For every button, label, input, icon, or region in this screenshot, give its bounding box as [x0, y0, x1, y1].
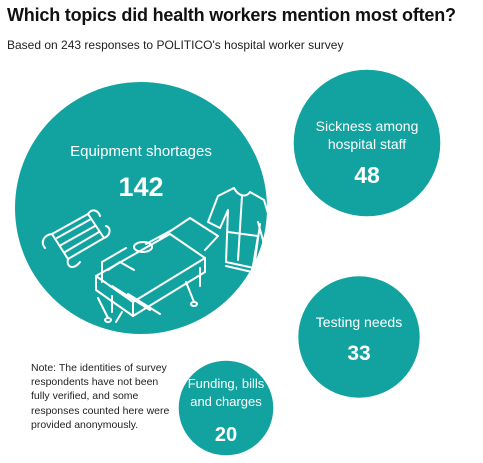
- bubble-value-label: 20: [215, 424, 237, 446]
- equipment-icons: [41, 187, 277, 323]
- bubble-value-label: 142: [118, 172, 163, 202]
- bubble-category-label: and charges: [190, 394, 262, 409]
- face-mask-icon: [41, 209, 111, 268]
- bubble-labels: Equipment shortages 142 Sickness among hosp…: [70, 118, 418, 446]
- bubble-category-label: Equipment shortages: [70, 143, 212, 160]
- chart-title: Which topics did health workers mention …: [7, 5, 456, 25]
- bubble-category-label: hospital staff: [328, 136, 406, 152]
- hospital-bed-icon: [95, 217, 219, 323]
- bubble-testing-needs: [298, 276, 420, 398]
- bubble-sickness-among-hospital-staff: [293, 69, 441, 217]
- bubble-category-label: Sickness among: [316, 118, 419, 134]
- hospital-gown-icon: [207, 187, 277, 273]
- bubble-category-label: Testing needs: [316, 314, 402, 330]
- chart-subtitle: Based on 243 responses to POLITICO's hos…: [7, 38, 344, 52]
- bubble-value-label: 33: [347, 342, 370, 365]
- bubble-funding-bills-and-charges: [178, 360, 274, 456]
- bubble-category-label: Funding, bills: [188, 376, 265, 391]
- survey-note: Note: The identities of survey responden…: [31, 362, 170, 431]
- bubble-value-label: 48: [354, 162, 380, 188]
